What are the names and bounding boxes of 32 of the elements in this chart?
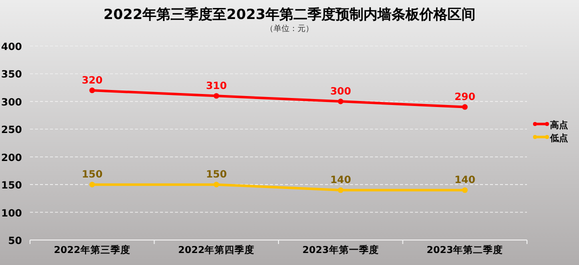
chart-subtitle: （单位：元） (266, 24, 314, 33)
data-label: 320 (82, 75, 103, 86)
y-tick-label: 50 (8, 236, 22, 247)
point (214, 182, 220, 188)
y-tick-label: 200 (1, 152, 22, 164)
y-tick-label: 350 (1, 70, 22, 81)
legend-label: 低点 (549, 133, 568, 144)
point (462, 187, 468, 193)
y-tick-label: 150 (1, 180, 22, 192)
y-tick-label: 100 (1, 208, 22, 220)
point (214, 93, 220, 99)
legend-label: 高点 (550, 120, 568, 131)
chart-title: 2022年第三季度至2023年第二季度预制内墙条板价格区间 (104, 6, 476, 23)
point (89, 88, 95, 94)
data-label: 150 (82, 170, 103, 181)
data-label: 310 (206, 80, 227, 92)
point (338, 98, 344, 104)
data-label: 140 (454, 175, 476, 186)
point (89, 182, 95, 188)
point (462, 104, 468, 110)
y-tick-label: 300 (1, 97, 22, 108)
y-tick-label: 400 (1, 42, 22, 53)
data-label: 140 (330, 175, 352, 186)
x-tick-label: 2023年第二季度 (426, 244, 504, 256)
x-tick-label: 2023年第一季度 (302, 244, 379, 256)
data-label: 290 (454, 92, 476, 103)
point (338, 187, 344, 193)
y-tick-label: 250 (1, 125, 22, 136)
x-tick-label: 2022年第四季度 (178, 244, 255, 256)
data-label: 300 (330, 86, 352, 98)
x-tick-label: 2022年第三季度 (54, 244, 130, 256)
data-label: 150 (206, 170, 227, 181)
